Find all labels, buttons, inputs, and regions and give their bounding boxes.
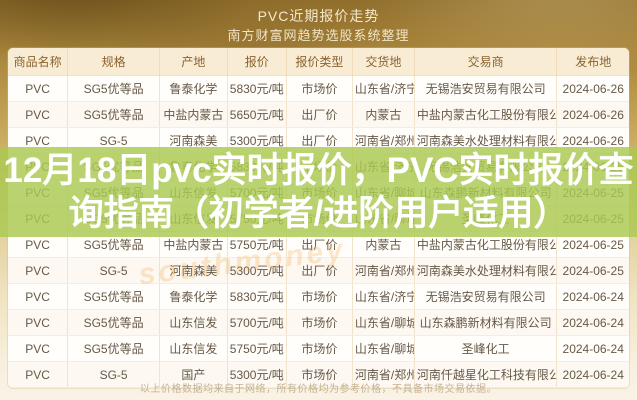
table-cell: 5300元/吨	[227, 257, 287, 284]
table-cell: 5650元/吨	[227, 101, 287, 128]
table-cell: 2024-06-26	[556, 101, 629, 128]
column-header-3: 报价	[227, 48, 287, 76]
table-cell: PVC	[8, 361, 69, 388]
overlay-title-line2: 询指南（初学者/进阶用户适用）	[68, 194, 569, 233]
table-cell: SG5优等品	[67, 283, 160, 310]
table-cell: 山东省/聊城市	[352, 335, 415, 362]
table-cell: 5830元/吨	[227, 283, 287, 310]
table-row: PVCSG-5国产5300元/吨市场价河南省/郑州市河南仟越星化工科技有限公司2…	[8, 361, 629, 388]
table-cell: 无锡浩安贸易有限公司	[414, 283, 558, 310]
page-header: PVC近期报价走势 南方财富网趋势选股系统整理	[0, 6, 637, 45]
table-cell: PVC	[8, 101, 69, 128]
table-cell: 市场价	[286, 75, 353, 102]
table-cell: SG-5	[67, 361, 160, 388]
table-cell: PVC	[8, 283, 69, 310]
table-cell: 市场价	[286, 361, 353, 388]
page-subtitle: 南方财富网趋势选股系统整理	[227, 28, 410, 43]
column-header-2: 产地	[159, 48, 228, 76]
table-row: PVCSG-5河南森美5300元/吨出厂价河南省/郑州市河南森美水处理材料有限公…	[8, 257, 629, 284]
table-cell: 内蒙古	[352, 101, 415, 128]
table-cell: PVC	[8, 335, 69, 362]
table-cell: 河南仟越星化工科技有限公司	[414, 361, 558, 388]
table-cell: 无锡浩安贸易有限公司	[414, 75, 558, 102]
table-cell: 山东信发	[159, 335, 228, 362]
table-cell: 2024-06-26	[556, 75, 629, 102]
table-cell: SG5优等品	[67, 309, 160, 336]
table-cell: SG5优等品	[67, 335, 160, 362]
table-header-row: 商品名称 规格 产地 报价 报价类型 交货地 交易商 发布地	[8, 48, 629, 76]
column-header-5: 交货地	[352, 48, 415, 76]
table-row: PVCSG5优等品鲁泰化学5830元/吨市场价山东省/济宁市无锡浩安贸易有限公司…	[8, 283, 629, 310]
table-cell: SG-5	[67, 257, 160, 284]
table-cell: 国产	[159, 361, 228, 388]
table-cell: 山东森鹏新材料有限公司	[414, 309, 558, 336]
table-cell: 圣峰化工	[414, 335, 558, 362]
table-cell: 5300元/吨	[227, 361, 287, 388]
table-cell: 鲁泰化学	[159, 75, 228, 102]
table-cell: 出厂价	[286, 257, 353, 284]
table-cell: 山东省/济宁市	[352, 283, 415, 310]
table-cell: SG5优等品	[67, 101, 160, 128]
table-cell: 5830元/吨	[227, 75, 287, 102]
table-cell: 鲁泰化学	[159, 283, 228, 310]
column-header-7: 发布地	[556, 48, 629, 76]
table-cell: 河南森美水处理材料有限公司	[414, 257, 558, 284]
table-cell: 市场价	[286, 335, 353, 362]
column-header-1: 规格	[67, 48, 160, 76]
table-cell: 山东省/聊城市	[352, 309, 415, 336]
table-cell: 市场价	[286, 309, 353, 336]
table-cell: 河南省/郑州市	[352, 361, 415, 388]
table-cell: 河南省/郑州市	[352, 257, 415, 284]
column-header-4: 报价类型	[286, 48, 353, 76]
column-header-0: 商品名称	[8, 48, 69, 76]
table-cell: 市场价	[286, 283, 353, 310]
table-cell: PVC	[8, 257, 69, 284]
table-cell: 中盐内蒙古化工股份有限公司	[414, 101, 558, 128]
table-cell: 2024-06-24	[556, 361, 629, 388]
table-cell: 出厂价	[286, 101, 353, 128]
table-cell: 2024-06-24	[556, 309, 629, 336]
disclaimer-text: 以上价格数据均来自于网络，所有价格均为参考价格，不具备市场交易依据。	[140, 384, 497, 395]
table-cell: 5700元/吨	[227, 309, 287, 336]
overlay-title-line1: 12月18日pvc实时报价，PVC实时报价查	[3, 151, 634, 190]
table-cell: 2024-06-24	[556, 335, 629, 362]
table-cell: PVC	[8, 75, 69, 102]
page-title: PVC近期报价走势	[257, 8, 380, 24]
table-cell: SG5优等品	[67, 75, 160, 102]
table-cell: 5750元/吨	[227, 335, 287, 362]
table-row: PVCSG5优等品鲁泰化学5830元/吨市场价山东省/济宁市无锡浩安贸易有限公司…	[8, 75, 629, 102]
table-cell: PVC	[8, 309, 69, 336]
table-cell: 山东信发	[159, 309, 228, 336]
table-row: PVCSG5优等品山东信发5700元/吨市场价山东省/聊城市山东森鹏新材料有限公…	[8, 309, 629, 336]
table-cell: 中盐内蒙古	[159, 101, 228, 128]
table-cell: 2024-06-25	[556, 257, 629, 284]
table-cell: 2024-06-24	[556, 283, 629, 310]
title-overlay-banner: 12月18日pvc实时报价，PVC实时报价查 询指南（初学者/进阶用户适用）	[0, 147, 637, 237]
table-row: PVCSG5优等品中盐内蒙古5650元/吨出厂价内蒙古中盐内蒙古化工股份有限公司…	[8, 101, 629, 128]
table-cell: 河南森美	[159, 257, 228, 284]
table-cell: 山东省/济宁市	[352, 75, 415, 102]
table-row: PVCSG5优等品山东信发5750元/吨市场价山东省/聊城市圣峰化工2024-0…	[8, 335, 629, 362]
column-header-6: 交易商	[414, 48, 558, 76]
